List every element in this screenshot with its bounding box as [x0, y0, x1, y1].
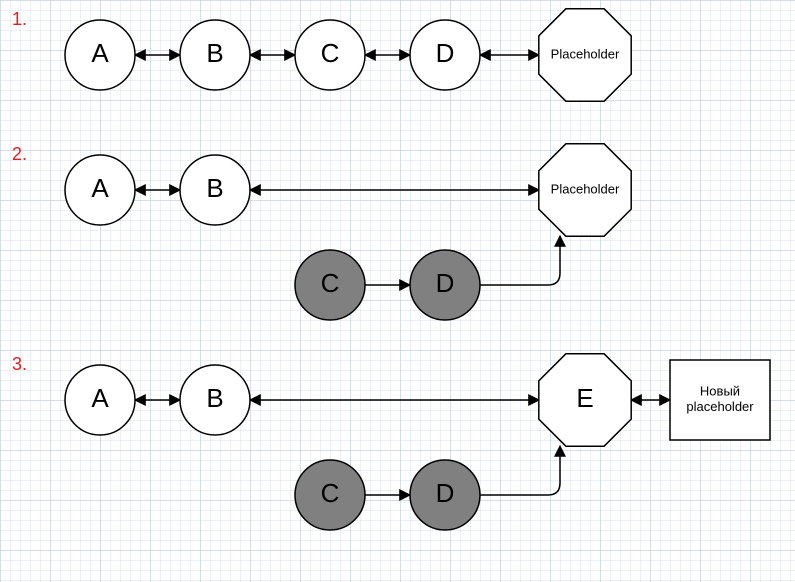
- node-n2P: Placeholder: [539, 144, 631, 236]
- edge-e2DP: [480, 236, 560, 285]
- node-label-n2D: D: [436, 268, 455, 298]
- node-n3C: C: [295, 460, 365, 530]
- node-label-n2C: C: [321, 268, 340, 298]
- node-label-n2P: Placeholder: [551, 181, 620, 196]
- node-label-n3A: A: [91, 383, 109, 413]
- node-n2B: B: [180, 155, 250, 225]
- node-label-n1B: B: [206, 38, 223, 68]
- node-label-n3B: B: [206, 383, 223, 413]
- node-label-n2A: A: [91, 173, 109, 203]
- step-number-num2: 2.: [12, 144, 27, 164]
- node-label-n1D: D: [436, 38, 455, 68]
- diagram-canvas: A B C D Placeholder A B Placeholder C D A B E Новыйpl…: [0, 0, 795, 582]
- node-n1A: A: [65, 20, 135, 90]
- node-n2C: C: [295, 250, 365, 320]
- edge-e3DE: [480, 446, 560, 495]
- node-n3D: D: [410, 460, 480, 530]
- node-n2A: A: [65, 155, 135, 225]
- node-n3E: E: [539, 354, 631, 446]
- node-n3A: A: [65, 365, 135, 435]
- node-n1B: B: [180, 20, 250, 90]
- step-number-num1: 1.: [12, 9, 27, 29]
- node-label-n3D: D: [436, 478, 455, 508]
- node-label-n3E: E: [576, 383, 593, 413]
- node-label-n1A: A: [91, 38, 109, 68]
- node-label-n1P: Placeholder: [551, 46, 620, 61]
- node-label-n2B: B: [206, 173, 223, 203]
- node-label-n3C: C: [321, 478, 340, 508]
- node-label-n3R-l0: Новый: [700, 384, 740, 399]
- node-label-n1C: C: [321, 38, 340, 68]
- node-n1D: D: [410, 20, 480, 90]
- node-n2D: D: [410, 250, 480, 320]
- node-label-n3R-l1: placeholder: [686, 399, 754, 414]
- node-n1C: C: [295, 20, 365, 90]
- node-n3B: B: [180, 365, 250, 435]
- step-number-num3: 3.: [12, 354, 27, 374]
- node-n1P: Placeholder: [539, 9, 631, 101]
- node-n3R: Новыйplaceholder: [670, 360, 770, 440]
